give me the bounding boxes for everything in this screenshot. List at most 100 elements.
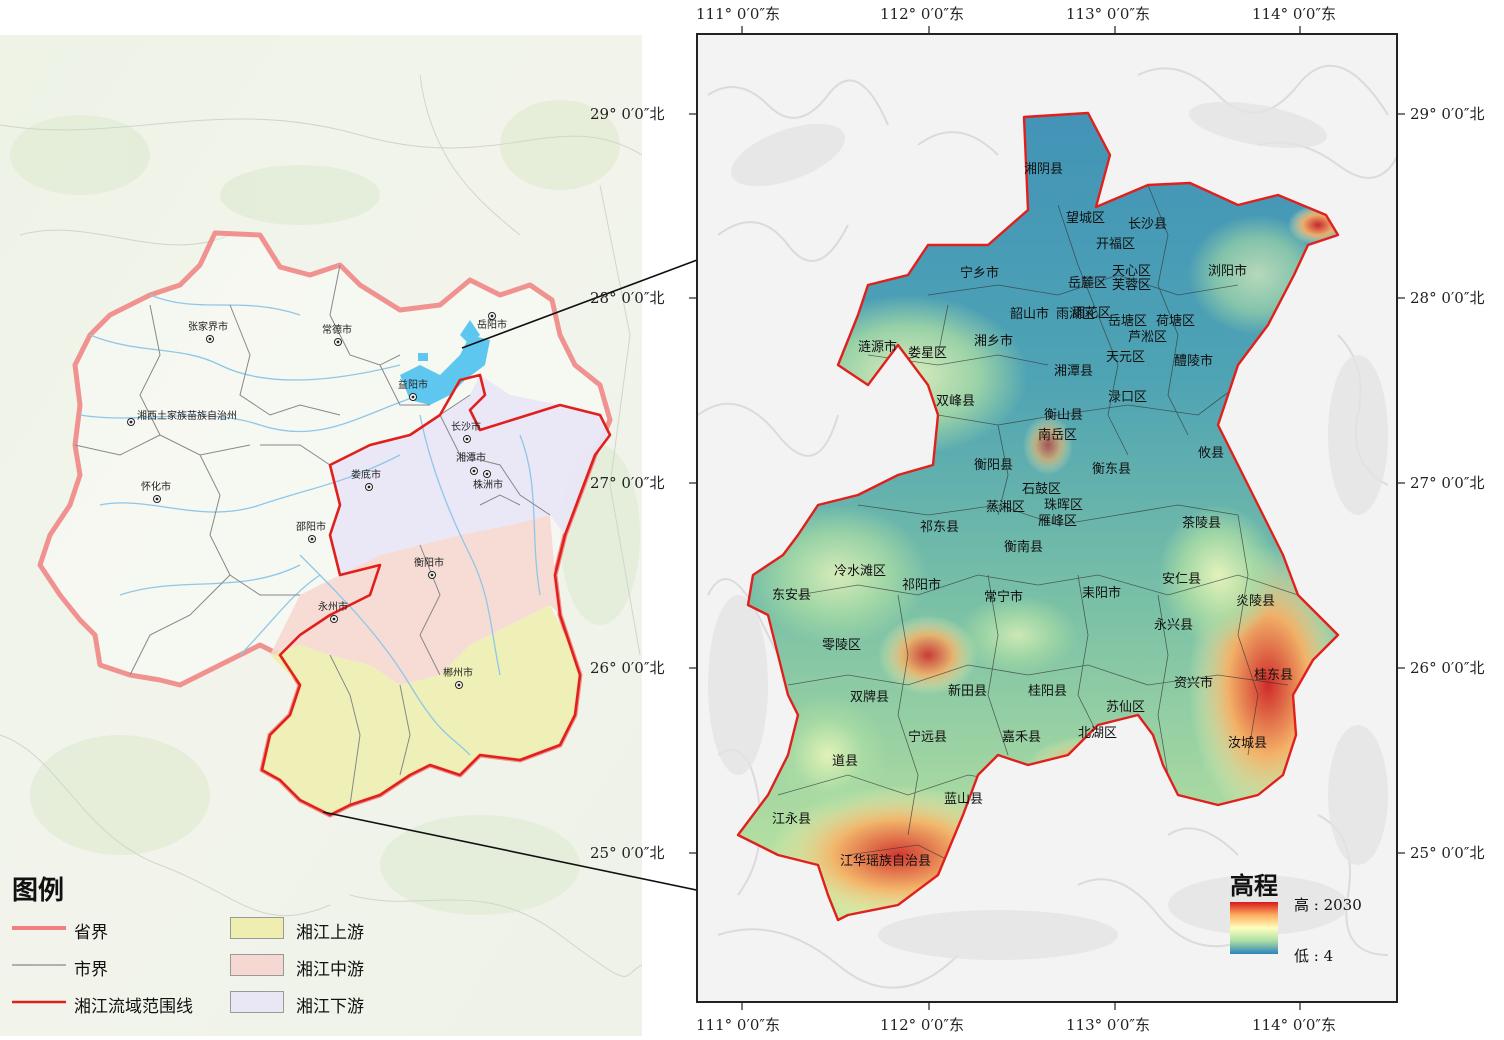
latitude-right-label: 27° 0′0″北 xyxy=(1410,474,1485,492)
province-overview-map: 张家界市 常德市 岳阳市益阳市湘西土家族苗族自治州长沙市怀化市 娄底市 湘潭市株洲市邵阳… xyxy=(0,35,643,1036)
longitude-top-label: 114° 0′0″东 xyxy=(1252,5,1336,23)
county-label: 蒸湘区 xyxy=(986,500,1025,515)
county-label: 长沙县 xyxy=(1128,217,1167,232)
longitude-bottom-label: 114° 0′0″东 xyxy=(1252,1016,1336,1034)
city-marker: 衡阳市 xyxy=(414,556,444,579)
city-marker: 湘潭市 xyxy=(456,451,486,475)
latitude-left-label: 29° 0′0″北 xyxy=(590,105,665,123)
county-label: 双峰县 xyxy=(936,394,975,409)
county-label: 常宁市 xyxy=(984,589,1023,605)
city-marker: 邵阳市 xyxy=(296,520,326,543)
latitude-right-label: 29° 0′0″北 xyxy=(1410,105,1485,123)
city-marker: 株洲市 xyxy=(473,470,503,491)
city-marker: 湘西土家族苗族自治州 xyxy=(127,409,237,426)
downstream-zone xyxy=(330,375,610,575)
city-marker: 娄底市 xyxy=(351,468,381,491)
county-boundaries xyxy=(777,184,1299,866)
county-label: 天心区 xyxy=(1112,264,1151,279)
legend-line-symbols xyxy=(12,926,66,1004)
county-label: 雁峰区 xyxy=(1038,514,1077,529)
county-label: 资兴市 xyxy=(1174,675,1213,691)
elevation-map: 湘阴县 望城区 长沙县 岳麓区 开福区 天心区 芙蓉区 雨花区 浏阳市 宁乡市 岳塘区 雨湖区 韶山市涟… xyxy=(696,33,1398,1003)
county-label: 汝城县 xyxy=(1228,736,1267,751)
midstream-zone xyxy=(270,515,560,685)
latitude-left-label: 28° 0′0″北 xyxy=(590,289,665,307)
county-label: 江永县 xyxy=(772,812,811,827)
legend-label-city: 市界 xyxy=(74,960,108,980)
county-label: 安仁县 xyxy=(1162,572,1201,587)
county-label: 祁东县 xyxy=(920,520,959,535)
county-label: 石鼓区 xyxy=(1022,482,1061,497)
city-label: 益阳市 xyxy=(398,378,428,391)
elevation-colorbar xyxy=(1230,902,1278,954)
longitude-bottom-label: 112° 0′0″东 xyxy=(880,1016,964,1034)
county-label: 珠晖区 xyxy=(1044,498,1083,513)
city-label: 常德市 xyxy=(322,323,352,336)
county-label: 衡东县 xyxy=(1092,462,1131,477)
county-label: 衡山县 xyxy=(1044,408,1083,423)
county-label: 雨花区 xyxy=(1072,305,1111,321)
county-label: 娄星区 xyxy=(908,346,947,361)
city-label: 邵阳市 xyxy=(296,520,326,533)
county-label: 蓝山县 xyxy=(944,792,983,807)
latitude-left-label: 27° 0′0″北 xyxy=(590,474,665,492)
city-label: 衡阳市 xyxy=(414,556,444,569)
city-label: 郴州市 xyxy=(443,666,473,679)
county-label: 望城区 xyxy=(1066,210,1105,226)
legend-label-province: 省界 xyxy=(74,923,108,943)
city-label: 株洲市 xyxy=(473,478,503,491)
county-label: 新田县 xyxy=(948,683,987,699)
xiangjiang-basin-boundary xyxy=(260,373,612,817)
county-label: 韶山市 xyxy=(1010,306,1049,322)
county-label: 攸县 xyxy=(1198,446,1224,461)
city-marker: 怀化市 xyxy=(141,480,171,503)
city-marker: 郴州市 xyxy=(443,666,473,689)
longitude-bottom-label: 113° 0′0″东 xyxy=(1066,1016,1150,1034)
county-label: 永兴县 xyxy=(1154,618,1193,633)
latitude-left-label: 26° 0′0″北 xyxy=(590,659,665,677)
county-label: 南岳区 xyxy=(1038,427,1077,443)
city-label: 岳阳市 xyxy=(477,318,507,331)
county-label: 嘉禾县 xyxy=(1002,730,1041,745)
county-label: 醴陵市 xyxy=(1174,353,1213,369)
city-label: 怀化市 xyxy=(141,480,171,493)
county-label: 祁阳市 xyxy=(902,577,941,593)
river-network xyxy=(79,294,541,756)
upstream-zone xyxy=(262,605,580,815)
county-label: 冷水滩区 xyxy=(834,564,886,579)
county-label: 岳塘区 xyxy=(1108,313,1147,329)
city-marker: 永州市 xyxy=(318,600,348,623)
county-label: 双牌县 xyxy=(850,689,889,705)
latitude-right-label: 28° 0′0″北 xyxy=(1410,289,1485,307)
county-label: 北湖区 xyxy=(1078,726,1117,741)
county-label: 苏仙区 xyxy=(1106,699,1145,715)
county-label: 桂阳县 xyxy=(1028,684,1067,699)
county-label: 桂东县 xyxy=(1254,668,1293,683)
longitude-top-label: 111° 0′0″东 xyxy=(696,5,780,23)
city-label: 湘潭市 xyxy=(456,451,486,464)
legend-label-basin: 湘江流域范围线 xyxy=(74,997,193,1017)
longitude-top-label: 113° 0′0″东 xyxy=(1066,5,1150,23)
county-label: 宁远县 xyxy=(908,729,947,745)
county-label: 东安县 xyxy=(772,588,811,603)
legend-label-midstream: 湘江中游 xyxy=(296,960,364,980)
county-label: 衡南县 xyxy=(1004,539,1043,555)
county-label: 宁乡市 xyxy=(960,265,999,281)
county-label: 江华瑶族自治县 xyxy=(840,853,931,869)
elevation-title: 高程 xyxy=(1230,872,1278,900)
legend-swatch-upstream xyxy=(230,917,284,939)
county-label: 岳麓区 xyxy=(1068,276,1107,291)
county-label: 湘潭县 xyxy=(1054,364,1093,379)
city-label: 娄底市 xyxy=(351,468,381,481)
city-label: 张家界市 xyxy=(188,320,228,333)
legend-title: 图例 xyxy=(12,876,65,906)
elevation-high-label: 高 : 2030 xyxy=(1294,896,1362,914)
county-label: 零陵区 xyxy=(822,638,861,653)
legend-swatch-midstream xyxy=(230,954,284,976)
city-label: 长沙市 xyxy=(451,420,481,433)
longitude-top-label: 112° 0′0″东 xyxy=(880,5,964,23)
